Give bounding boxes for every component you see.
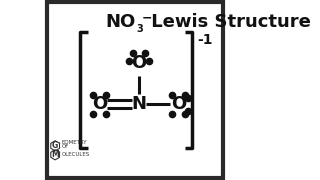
Text: Lewis Structure: Lewis Structure [145, 13, 311, 31]
Text: OLECULES: OLECULES [61, 152, 90, 157]
Text: N: N [131, 95, 146, 113]
Text: G: G [52, 141, 58, 150]
Text: EOMETRY: EOMETRY [61, 140, 87, 145]
Text: M: M [51, 150, 59, 159]
Text: 3: 3 [136, 24, 143, 34]
Text: O: O [92, 95, 107, 113]
Text: NO: NO [105, 13, 135, 31]
Text: -1: -1 [197, 33, 213, 47]
Text: −: − [141, 12, 152, 24]
Text: O: O [131, 54, 147, 72]
Text: OF: OF [61, 144, 69, 149]
Text: O: O [171, 95, 186, 113]
